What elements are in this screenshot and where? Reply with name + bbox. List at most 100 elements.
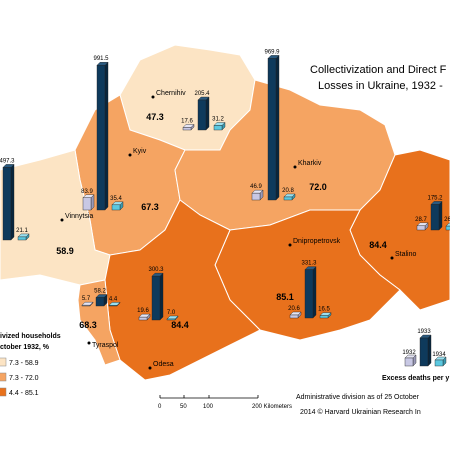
city-dot — [390, 256, 394, 260]
city-dot — [148, 366, 152, 370]
title-line: Collectivization and Direct F — [310, 64, 447, 76]
bar-value-label: 46.9 — [250, 184, 262, 190]
city-label: Tyraspol — [92, 342, 119, 349]
bar-value-label: 35.4 — [110, 196, 122, 202]
footer-note: 2014 © Harvard Ukrainian Research In — [300, 408, 421, 416]
bar — [17, 236, 27, 241]
bar-value-label: 58.2 — [94, 289, 106, 295]
bar — [96, 65, 106, 211]
collectivization-label: 84.4 — [171, 320, 189, 330]
bar — [82, 197, 92, 211]
collectivization-label: 58.9 — [56, 246, 74, 256]
bar-side — [275, 54, 280, 201]
bar — [81, 304, 91, 307]
bar — [419, 337, 429, 367]
bar-value-label: 5.7 — [82, 296, 91, 302]
city-label: Odesa — [153, 361, 174, 368]
bar — [166, 318, 176, 321]
bar-side — [438, 200, 443, 231]
scale-label: 100 — [203, 404, 214, 410]
region-vinnytsia — [0, 149, 111, 286]
bar-side — [427, 334, 432, 367]
bar — [95, 297, 105, 307]
bar — [304, 269, 314, 319]
bar — [108, 305, 118, 307]
legend-year: 1932 — [402, 350, 416, 356]
city-label: Stalino — [395, 251, 417, 258]
city-dot — [293, 165, 297, 169]
bar — [404, 357, 414, 367]
bar — [434, 359, 444, 367]
bar — [416, 225, 426, 231]
bar — [267, 58, 277, 201]
bar — [151, 275, 161, 321]
bar-side — [104, 61, 109, 211]
footer-note: Administrative division as of 25 October — [296, 394, 420, 401]
city-dot — [60, 218, 64, 222]
collectivization-label: 47.3 — [146, 112, 164, 122]
city-label: Vinnytsia — [65, 213, 93, 220]
legend-year: 1934 — [432, 352, 446, 358]
bar-top — [445, 222, 450, 227]
bar-value-label: 83.9 — [81, 189, 93, 195]
bar-value-label: 17.6 — [181, 118, 193, 124]
scale-label: 50 — [180, 404, 187, 410]
bar — [445, 225, 450, 231]
city-dot — [87, 341, 91, 345]
bar-value-label: 21.1 — [16, 228, 28, 234]
collectivization-label: 68.3 — [79, 320, 97, 330]
bar — [213, 125, 223, 131]
legend-swatch — [0, 357, 7, 367]
bar-value-label: 175.2 — [427, 195, 443, 201]
bar — [182, 127, 192, 131]
bar — [289, 314, 299, 319]
bar — [319, 315, 329, 319]
bar-side — [159, 272, 164, 321]
collectivization-label: 84.4 — [369, 240, 387, 250]
bar — [430, 204, 440, 231]
collectivization-label: 72.0 — [309, 182, 327, 192]
city-label: Kharkiv — [298, 160, 322, 167]
collectivization-label: 85.1 — [276, 292, 294, 302]
bar — [111, 204, 121, 211]
bar — [138, 316, 148, 321]
legend-deaths-title: Excess deaths per y — [382, 375, 449, 382]
city-label: Kyiv — [133, 148, 147, 155]
bar-value-label: 19.6 — [137, 308, 149, 314]
bar-value-label: 16.5 — [318, 307, 330, 313]
scale-label: 200 Kilometers — [252, 404, 292, 410]
bar-value-label: 205.4 — [194, 91, 210, 97]
bar-value-label: 991.5 — [93, 56, 109, 62]
bar-side — [312, 266, 317, 319]
city-dot — [128, 153, 132, 157]
city-label: Dnipropetrovsk — [293, 238, 341, 245]
legend-range: 7.3 - 58.9 — [9, 360, 39, 367]
bar — [2, 167, 12, 241]
title-line: Losses in Ukraine, 1932 - — [318, 80, 443, 92]
legend-range: 7.3 - 72.0 — [9, 375, 39, 382]
bar-value-label: 7.0 — [167, 310, 176, 316]
bar-side — [205, 96, 210, 131]
bar-value-label: 300.3 — [148, 267, 164, 273]
city-dot — [151, 95, 155, 99]
legend-range: 4.4 - 85.1 — [9, 390, 39, 397]
scale-label: 0 — [158, 404, 162, 410]
bar-value-label: 497.3 — [0, 158, 15, 164]
bar-value-label: 26.8 — [444, 217, 450, 223]
bar-value-label: 4.4 — [109, 296, 118, 302]
legend-title: ivized households — [0, 333, 61, 340]
collectivization-label: 67.3 — [141, 202, 159, 212]
bar-value-label: 20.6 — [288, 306, 300, 312]
bar-value-label: 31.2 — [212, 116, 224, 122]
city-label: Chernihiv — [156, 90, 186, 97]
bar — [283, 196, 293, 201]
bar — [197, 99, 207, 131]
legend-title: ctober 1932, % — [0, 344, 50, 351]
legend-swatch — [0, 372, 7, 382]
city-dot — [288, 243, 292, 247]
bar-value-label: 969.9 — [264, 49, 280, 55]
bar-value-label: 331.3 — [301, 261, 317, 267]
legend-swatch — [0, 387, 7, 397]
legend-year: 1933 — [417, 329, 431, 335]
